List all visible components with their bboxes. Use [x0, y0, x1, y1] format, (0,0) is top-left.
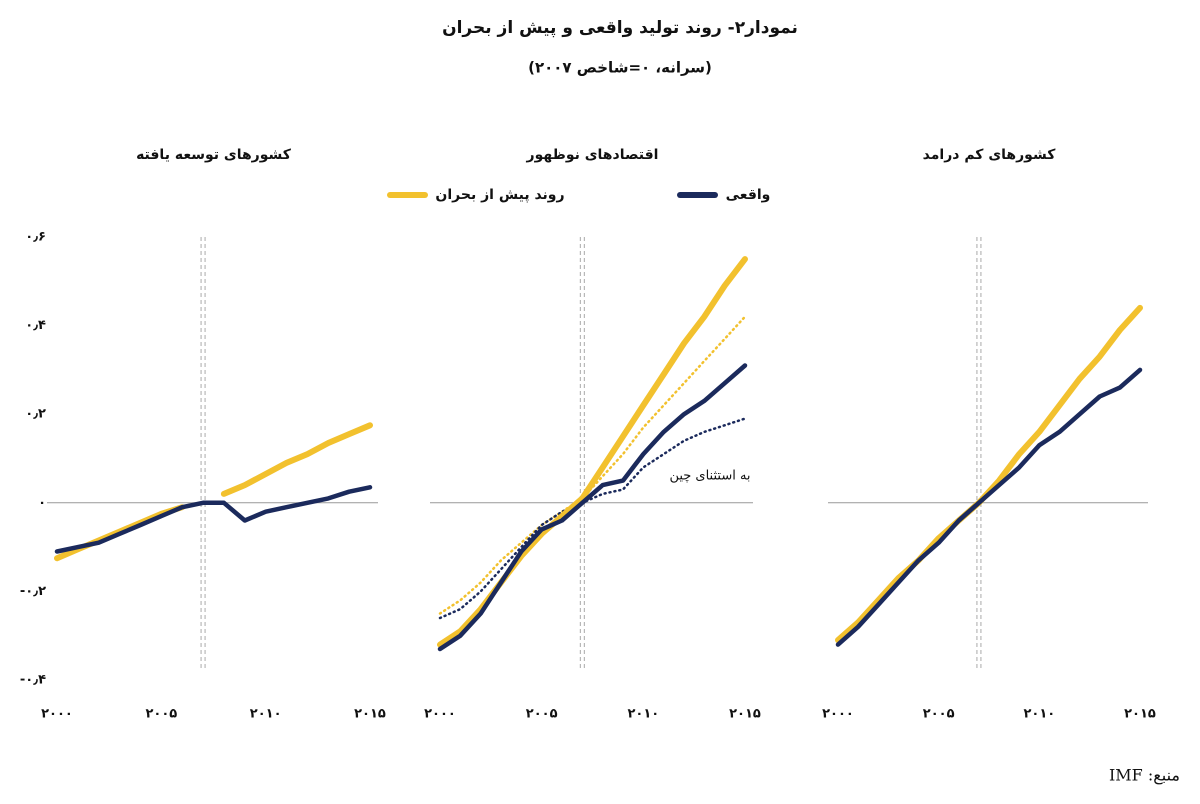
x-tick-label: ۲۰۱۵ [729, 707, 761, 722]
legend-label: واقعی [726, 187, 771, 203]
x-tick-label: ۲۰۰۵ [526, 707, 558, 722]
series-line [437, 363, 748, 652]
x-tick-label: ۲۰۱۰ [250, 707, 282, 722]
x-tick-label: ۲۰۰۰ [41, 707, 73, 722]
x-tick-label: ۲۰۱۵ [1124, 707, 1156, 722]
y-tick-label: ۰٫۶ [25, 230, 46, 245]
series-line [835, 367, 1143, 647]
x-tick-label: ۲۰۰۵ [145, 707, 177, 722]
panel-title: کشورهای کم درامد [923, 147, 1057, 163]
panel-title: اقتصادهای نوظهور [526, 147, 659, 163]
y-tick-label: ۰٫۲ [25, 407, 46, 422]
x-tick-label: ۲۰۱۰ [627, 707, 659, 722]
y-tick-label: -۰٫۲ [20, 584, 46, 599]
x-tick-label: ۲۰۱۰ [1023, 707, 1055, 722]
y-tick-label: ۰ [38, 495, 46, 510]
panel-title: کشورهای توسعه یافته [136, 147, 292, 163]
source: منبع: IMF [1109, 766, 1180, 785]
series-line [835, 304, 1143, 644]
y-tick-label: ۰٫۴ [25, 318, 46, 333]
dotted-line [438, 417, 747, 620]
legend-label: روند پیش از بحران [435, 187, 564, 203]
x-tick-label: ۲۰۰۵ [923, 707, 955, 722]
x-tick-label: ۲۰۱۵ [354, 707, 386, 722]
x-tick-label: ۲۰۰۰ [822, 707, 854, 722]
annotation: به استثنای چین [669, 469, 750, 484]
series-line [54, 485, 373, 554]
x-tick-label: ۲۰۰۰ [424, 707, 456, 722]
y-tick-label: -۰٫۴ [20, 673, 46, 688]
chart-title: نمودار۲- روند تولید واقعی و پیش از بحران [442, 18, 798, 38]
dotted-line [438, 315, 747, 615]
chart-subtitle: (سرانه، ۰=شاخص ۲۰۰۷) [528, 59, 712, 77]
